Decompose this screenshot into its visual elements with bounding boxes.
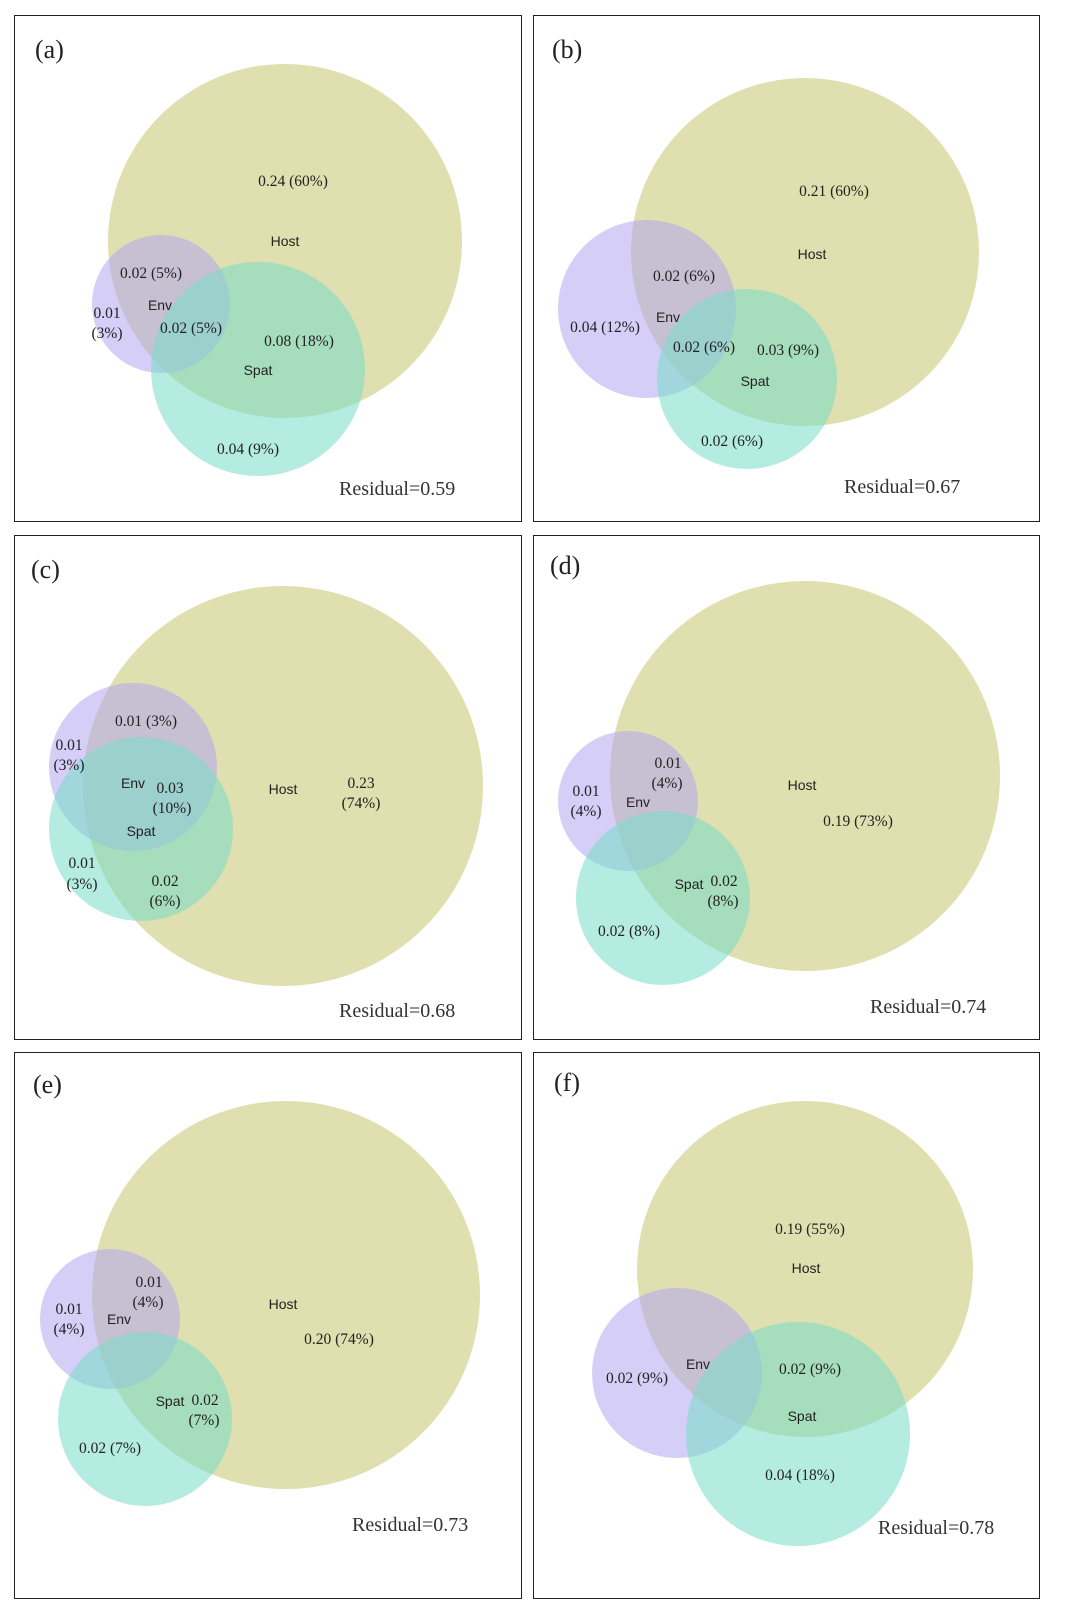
spat-only-value: 0.04 (9%) <box>217 441 279 458</box>
spat-circle <box>58 1332 232 1506</box>
spat-only-percent: (3%) <box>67 876 98 893</box>
residual-value: Residual=0.59 <box>339 478 455 500</box>
spat-only-value: 0.02 (8%) <box>598 923 660 940</box>
env-only-value: 0.04 (12%) <box>570 319 640 336</box>
spat-circle <box>657 289 837 469</box>
panel-label: (c) <box>31 555 60 584</box>
venn-diagram-a: (a) 0.24 (60%) Host 0.02 (5%) Env 0.01 (… <box>35 35 462 500</box>
env-only-value: 0.01 <box>93 305 120 322</box>
host-label: Host <box>792 1260 821 1276</box>
env-host-value: 0.01 <box>135 1274 162 1291</box>
host-only-percent: (74%) <box>342 795 381 812</box>
residual-value: Residual=0.73 <box>352 1514 468 1536</box>
env-host-value: 0.01 <box>654 755 681 772</box>
host-spat-percent: (8%) <box>708 893 739 910</box>
panel-label: (f) <box>554 1068 580 1097</box>
env-host-value: 0.02 (6%) <box>653 268 715 285</box>
host-only-value: 0.21 (60%) <box>799 183 869 200</box>
env-label: Env <box>626 794 650 810</box>
env-only-percent: (4%) <box>54 1321 85 1338</box>
host-label: Host <box>788 777 817 793</box>
env-only-value: 0.01 <box>55 737 82 754</box>
env-only-percent: (3%) <box>54 757 85 774</box>
venn-panel-f: (f) 0.19 (55%) Host Env 0.02 (9%) 0.02 (… <box>533 1052 1040 1599</box>
venn-panel-a: (a) 0.24 (60%) Host 0.02 (5%) Env 0.01 (… <box>14 15 522 522</box>
env-only-value: 0.01 <box>572 783 599 800</box>
host-label: Host <box>271 233 300 249</box>
env-host-value: 0.02 (5%) <box>120 265 182 282</box>
spat-label: Spat <box>244 362 273 378</box>
host-label: Host <box>798 246 827 262</box>
host-spat-value: 0.08 (18%) <box>264 333 334 350</box>
spat-circle <box>686 1322 910 1546</box>
env-host-spat-value: 0.02 (5%) <box>160 320 222 337</box>
env-host-value: 0.01 (3%) <box>115 713 177 730</box>
venn-panel-c: (c) 0.01 (3%) 0.01 (3%) Env 0.03 (10%) S… <box>14 535 522 1040</box>
residual-value: Residual=0.67 <box>844 476 960 498</box>
host-spat-percent: (6%) <box>150 893 181 910</box>
host-spat-value: 0.02 <box>710 873 737 890</box>
venn-diagram-b: (b) 0.21 (60%) Host 0.02 (6%) 0.04 (12%)… <box>552 35 979 498</box>
host-spat-percent: (7%) <box>189 1412 220 1429</box>
env-only-percent: (4%) <box>571 803 602 820</box>
host-only-value: 0.20 (74%) <box>304 1331 374 1348</box>
host-label: Host <box>269 1296 298 1312</box>
env-label: Env <box>121 775 145 791</box>
spat-circle <box>576 811 750 985</box>
venn-diagram-c: (c) 0.01 (3%) 0.01 (3%) Env 0.03 (10%) S… <box>31 555 483 1022</box>
host-spat-value: 0.02 <box>151 873 178 890</box>
residual-value: Residual=0.68 <box>339 1000 455 1022</box>
spat-only-value: 0.01 <box>68 855 95 872</box>
host-spat-value: 0.02 (9%) <box>779 1361 841 1378</box>
all-three-value: 0.03 <box>156 780 183 797</box>
spat-only-value: 0.02 (6%) <box>701 433 763 450</box>
env-only-value: 0.01 <box>55 1301 82 1318</box>
spat-label: Spat <box>788 1408 817 1424</box>
env-label: Env <box>686 1356 710 1372</box>
venn-panel-d: (d) 0.01 (4%) 0.01 (4%) Env Host 0.19 (7… <box>533 535 1040 1040</box>
host-only-value: 0.19 (55%) <box>775 1221 845 1238</box>
spat-circle <box>151 262 365 476</box>
env-label: Env <box>656 309 680 325</box>
venn-diagram-d: (d) 0.01 (4%) 0.01 (4%) Env Host 0.19 (7… <box>550 551 1000 1018</box>
all-three-percent: (10%) <box>153 800 192 817</box>
host-spat-value: 0.02 <box>191 1392 218 1409</box>
spat-only-value: 0.02 (7%) <box>79 1440 141 1457</box>
panel-label: (d) <box>550 551 580 580</box>
env-label: Env <box>148 297 172 313</box>
venn-panel-b: (b) 0.21 (60%) Host 0.02 (6%) 0.04 (12%)… <box>533 15 1040 522</box>
host-label: Host <box>269 781 298 797</box>
host-only-value: 0.19 (73%) <box>823 813 893 830</box>
residual-value: Residual=0.74 <box>870 996 986 1018</box>
panel-label: (a) <box>35 35 64 64</box>
env-label: Env <box>107 1311 131 1327</box>
spat-label: Spat <box>675 876 704 892</box>
venn-diagram-e: (e) 0.01 (4%) 0.01 (4%) Env Host 0.20 (7… <box>33 1070 480 1536</box>
panel-label: (b) <box>552 35 582 64</box>
residual-value: Residual=0.78 <box>878 1517 994 1539</box>
env-host-percent: (4%) <box>133 1294 164 1311</box>
env-host-spat-value: 0.02 (6%) <box>673 339 735 356</box>
env-only-value: 0.02 (9%) <box>606 1370 668 1387</box>
spat-circle <box>49 737 233 921</box>
panel-label: (e) <box>33 1070 62 1099</box>
host-only-value: 0.24 (60%) <box>258 173 328 190</box>
spat-only-value: 0.04 (18%) <box>765 1467 835 1484</box>
host-spat-value: 0.03 (9%) <box>757 342 819 359</box>
spat-label: Spat <box>156 1393 185 1409</box>
venn-panel-e: (e) 0.01 (4%) 0.01 (4%) Env Host 0.20 (7… <box>14 1052 522 1599</box>
spat-label: Spat <box>741 373 770 389</box>
env-host-percent: (4%) <box>652 775 683 792</box>
spat-label: Spat <box>127 823 156 839</box>
venn-diagram-f: (f) 0.19 (55%) Host Env 0.02 (9%) 0.02 (… <box>554 1068 994 1546</box>
env-only-percent: (3%) <box>92 325 123 342</box>
host-only-value: 0.23 <box>347 775 374 792</box>
